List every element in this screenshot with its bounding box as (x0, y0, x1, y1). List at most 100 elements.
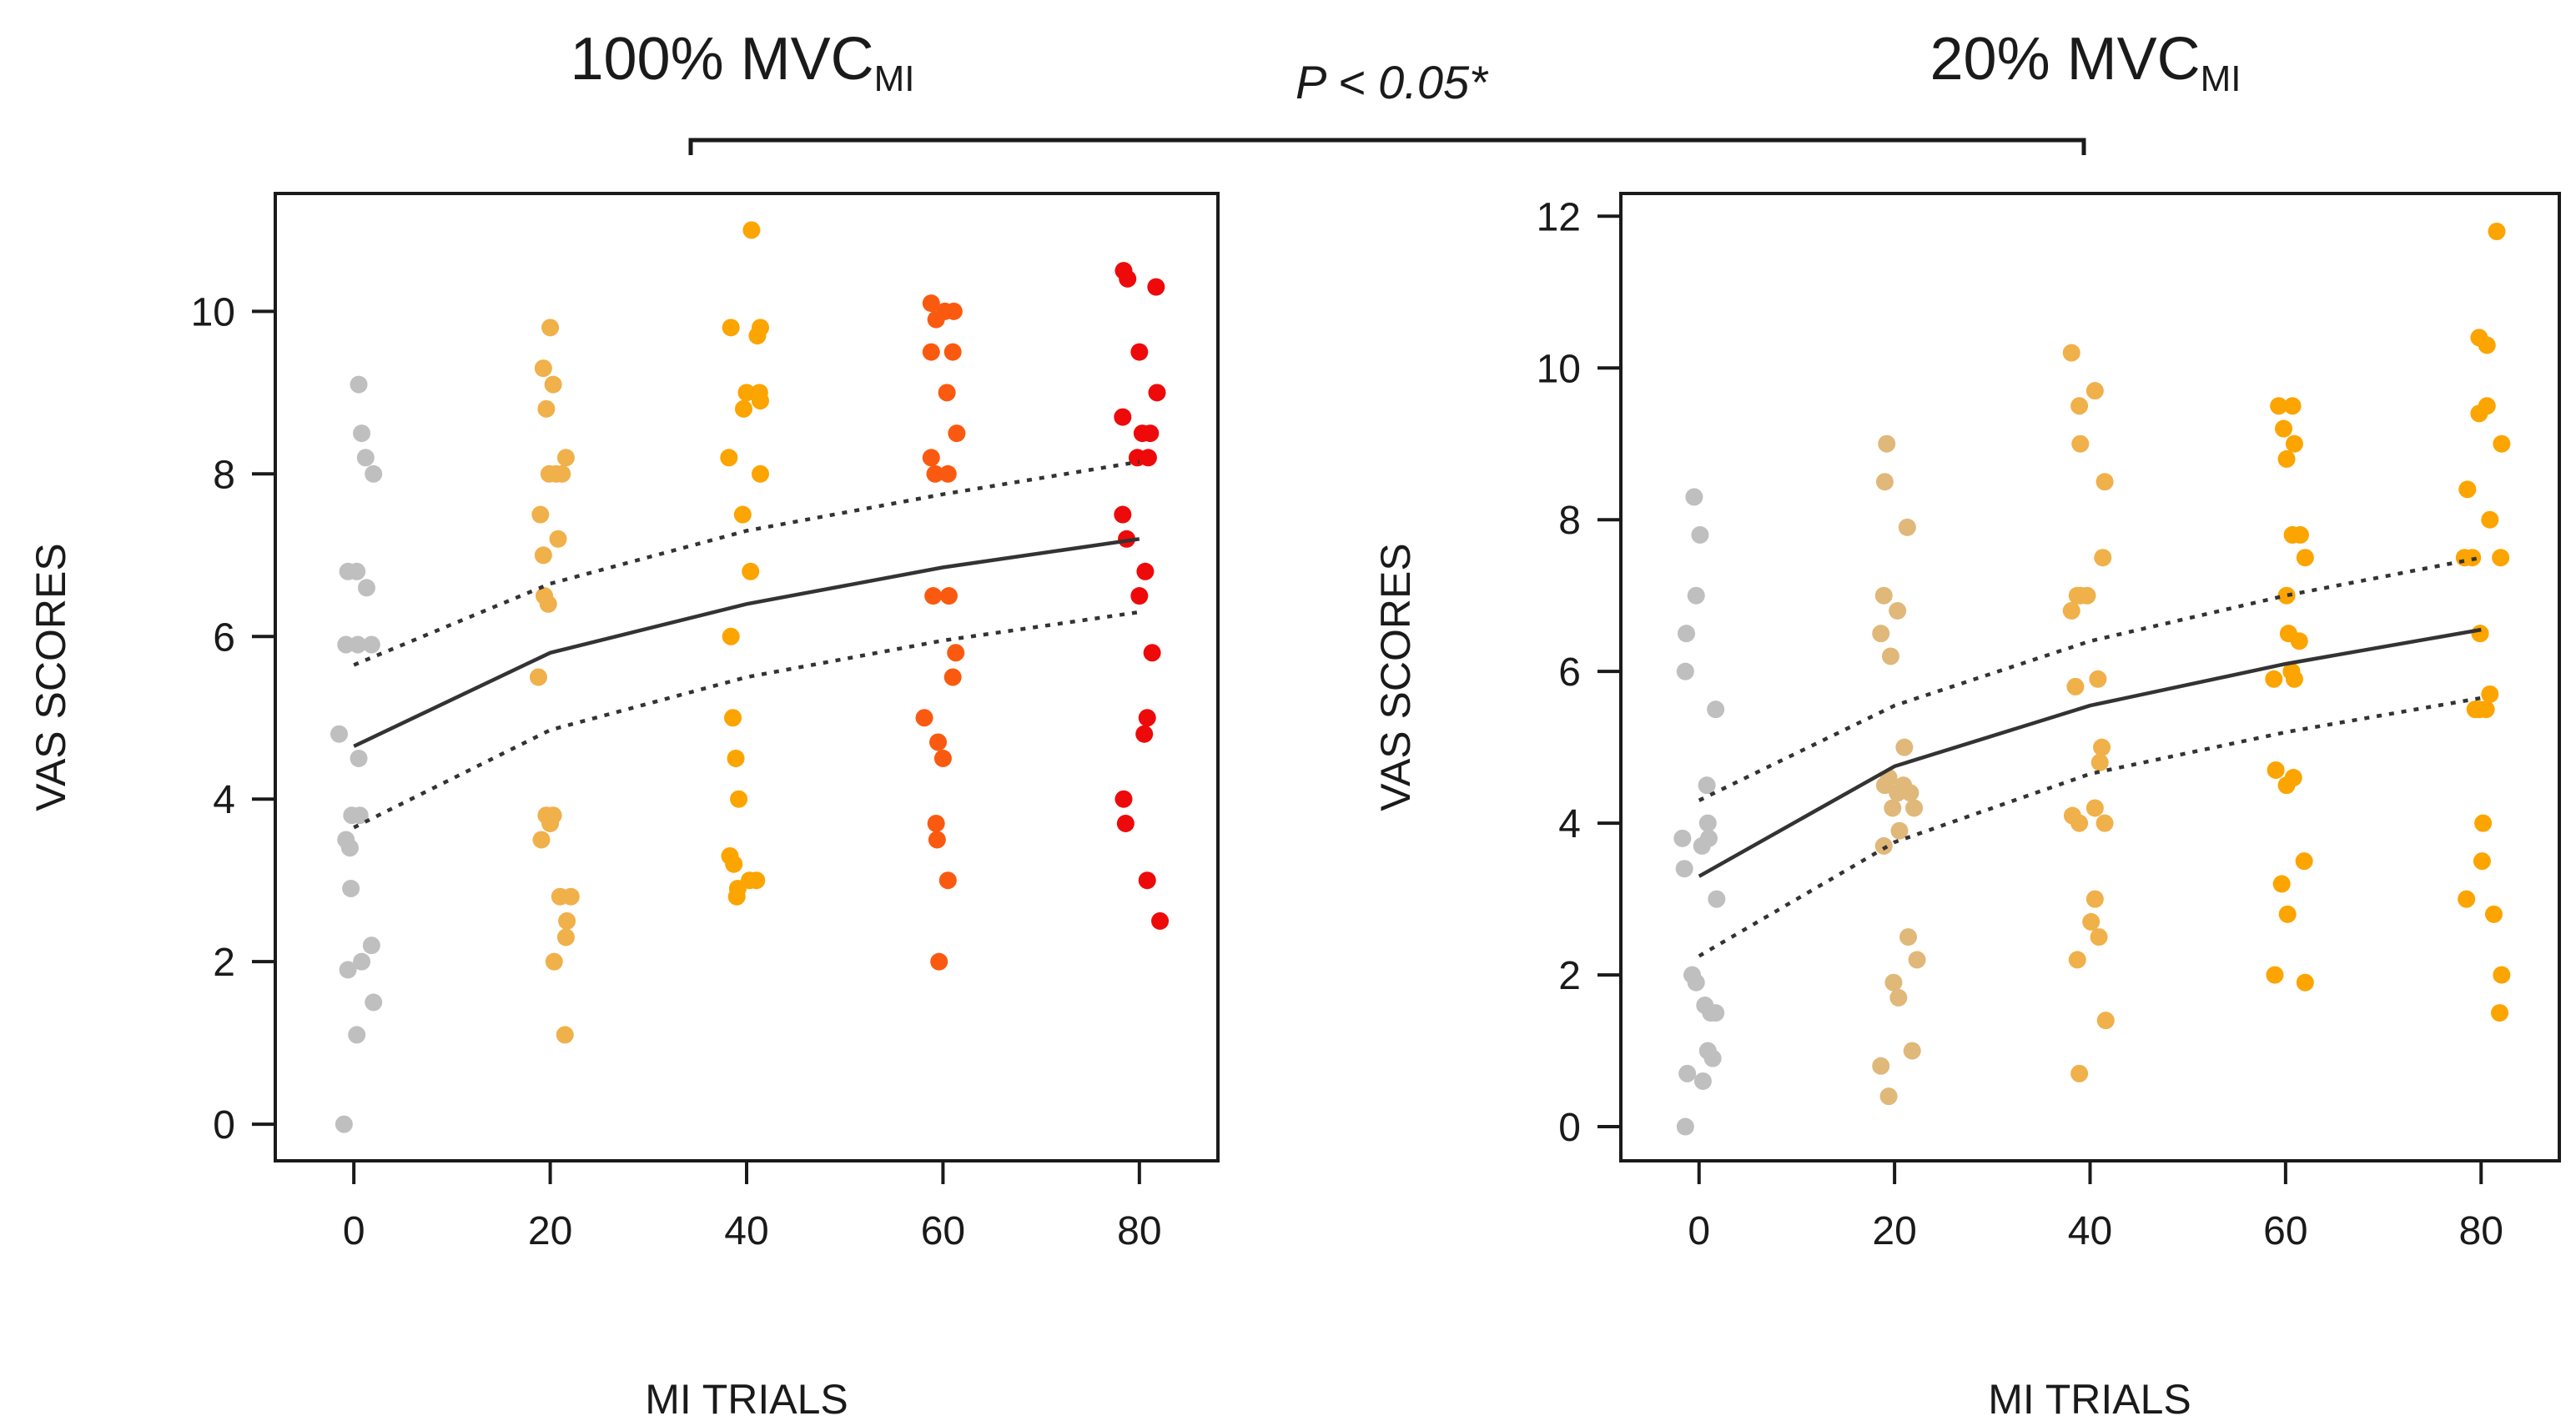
data-point (922, 449, 940, 467)
data-point (922, 294, 940, 313)
y-tick-label: 0 (213, 1103, 235, 1147)
data-point (1130, 587, 1149, 605)
data-point (1143, 644, 1161, 662)
x-tick-label: 40 (724, 1209, 768, 1253)
lower-ci-line (1698, 695, 2482, 958)
data-point (353, 424, 371, 443)
data-point (330, 725, 349, 743)
data-point (539, 595, 557, 613)
y-tick-label: 6 (213, 615, 235, 660)
data-point (1708, 890, 1726, 908)
data-point (1116, 814, 1135, 832)
data-point (1903, 1042, 1921, 1060)
data-point (340, 839, 359, 857)
data-point (1895, 738, 1914, 756)
data-point (1138, 871, 1156, 890)
x-tick-label: 0 (343, 1209, 365, 1253)
data-point (2070, 397, 2089, 415)
data-point (928, 831, 946, 849)
data-point (1872, 1057, 1890, 1075)
data-point (1693, 1072, 1712, 1090)
data-point (348, 1026, 366, 1044)
data-point (1875, 473, 1894, 491)
data-point (561, 887, 580, 906)
data-point (556, 449, 575, 467)
data-point (365, 464, 383, 483)
data-point (727, 749, 745, 767)
data-point (2096, 814, 2114, 832)
data-point (2473, 852, 2491, 871)
data-point (924, 587, 943, 605)
data-point (727, 887, 746, 906)
data-point (1678, 625, 1696, 643)
data-point (2068, 951, 2086, 969)
data-point (357, 579, 375, 597)
data-point (927, 310, 945, 329)
x-tick-label: 40 (2068, 1209, 2112, 1253)
x-tick-label: 20 (528, 1209, 572, 1253)
data-point (353, 952, 371, 971)
data-point (947, 644, 965, 662)
data-point (1147, 278, 1165, 296)
data-point (2090, 753, 2109, 771)
data-point (725, 855, 743, 873)
mean-fit-line (1698, 627, 2482, 878)
data-point (2277, 776, 2296, 795)
data-point (1884, 799, 1902, 817)
data-point (1675, 860, 1693, 878)
data-point (2290, 632, 2308, 650)
y-axis-label-left: VAS SCORES (28, 543, 74, 811)
data-point (1141, 424, 1160, 443)
data-point (2291, 525, 2309, 544)
data-point (2493, 966, 2511, 984)
data-point (747, 871, 766, 890)
data-point (1687, 973, 1705, 992)
data-point (1898, 518, 1916, 536)
y-tick-label: 0 (1558, 1106, 1581, 1150)
data-point (2296, 549, 2314, 567)
y-tick-label: 8 (213, 453, 235, 497)
data-point (350, 806, 369, 825)
data-point (938, 384, 956, 402)
data-point (1878, 434, 1896, 453)
data-point (1676, 1117, 1694, 1136)
data-point (356, 449, 375, 467)
data-point (349, 635, 367, 654)
data-point (1901, 784, 1919, 802)
data-point (541, 319, 560, 337)
data-point (1691, 525, 1709, 544)
data-point (944, 302, 963, 320)
data-point (362, 936, 380, 955)
data-point (742, 221, 761, 239)
data-point (540, 464, 558, 483)
marks-left: 0 20 40 60 80 0 2 4 6 8 10 (191, 221, 1170, 1253)
data-point (938, 464, 957, 483)
data-point (915, 709, 933, 727)
data-point (730, 790, 748, 808)
data-point (2270, 397, 2288, 415)
data-point (1908, 951, 1926, 969)
data-point (2085, 890, 2104, 908)
data-point (342, 879, 360, 897)
panel-20pct-mvc: MI TRIALS VAS SCORES 0 20 40 60 80 0 2 4 6 8 10 12 (1372, 192, 2561, 1423)
data-point (350, 375, 368, 394)
data-point (929, 733, 948, 751)
data-point (2272, 875, 2291, 893)
data-point (1905, 799, 1924, 817)
data-point (2285, 434, 2303, 453)
data-point (549, 530, 567, 548)
data-point (1698, 776, 1716, 795)
data-point (2471, 625, 2489, 643)
data-point (2093, 738, 2111, 756)
data-point (2078, 586, 2096, 605)
data-point (1151, 911, 1170, 930)
y-axis-label-right: VAS SCORES (1372, 543, 1419, 811)
data-point (529, 668, 547, 686)
data-point (365, 993, 383, 1012)
data-point (1114, 790, 1133, 808)
data-point (927, 814, 945, 832)
data-point (2477, 700, 2495, 719)
data-point (2094, 549, 2112, 567)
data-point (2082, 912, 2101, 931)
